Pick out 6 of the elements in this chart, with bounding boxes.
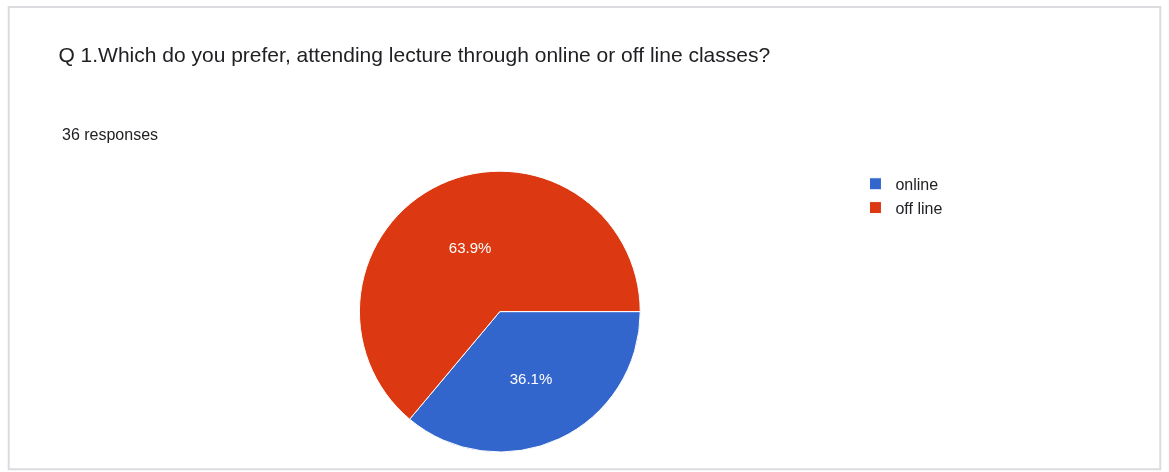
- text: 36 responses: [62, 126, 159, 143]
- data-label: 36.1%: [509, 369, 553, 387]
- legend-label: off line: [895, 199, 943, 217]
- legend-label: online: [895, 176, 939, 194]
- data-label: 63.9%: [448, 239, 492, 257]
- chart-title: Q 1.Which do you prefer, attending lecture through online or off line classes?: [58, 42, 771, 66]
